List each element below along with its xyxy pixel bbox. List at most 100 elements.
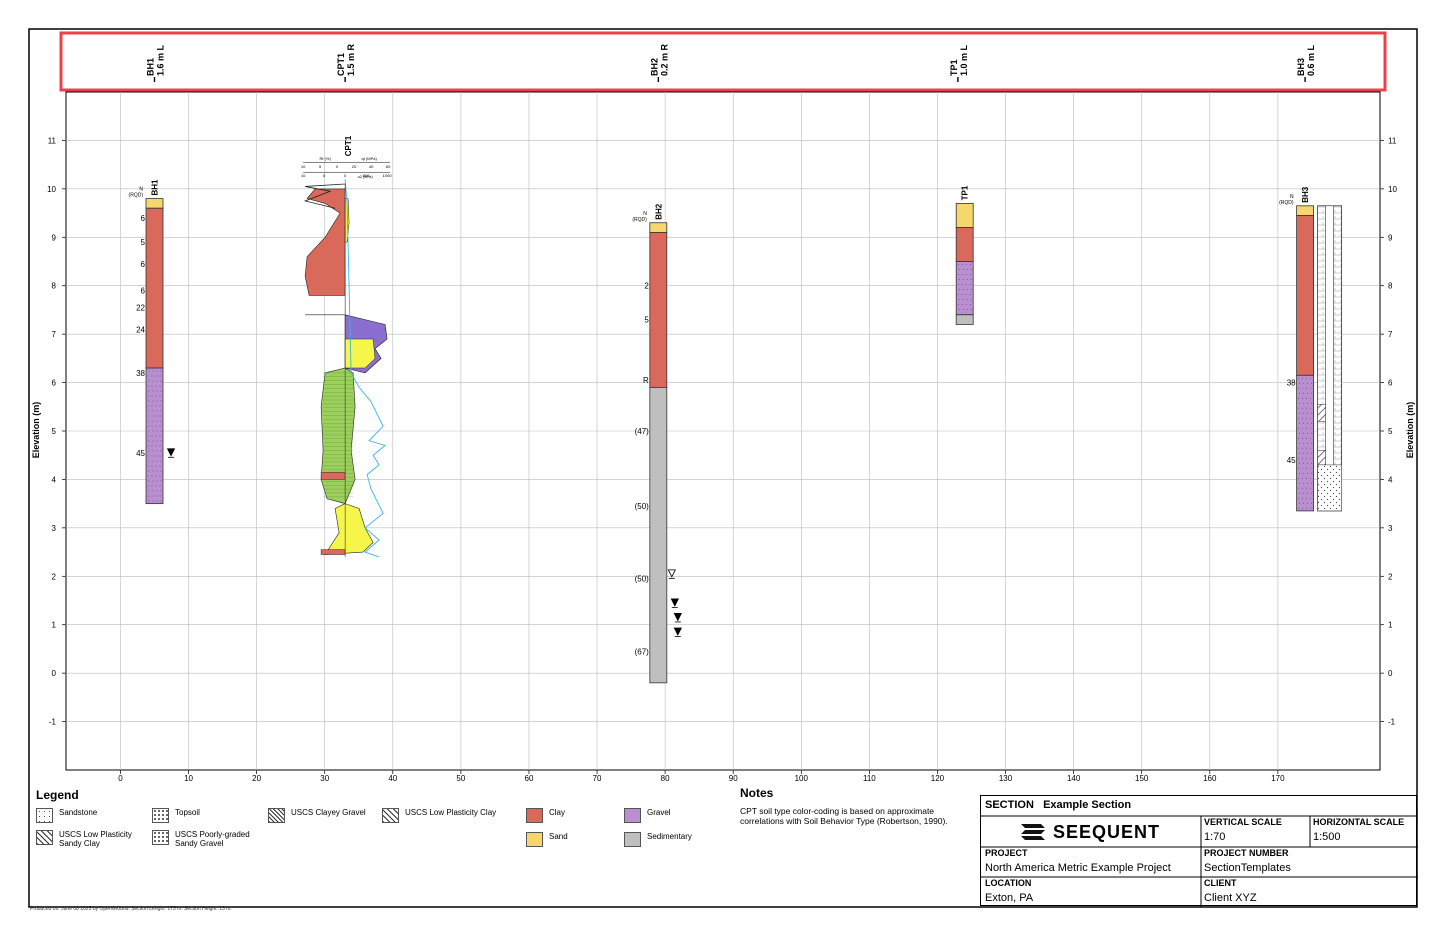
legend-item: Sedimentary — [624, 832, 744, 847]
gravel-dot — [962, 269, 964, 270]
client-label: CLIENT — [1204, 878, 1237, 888]
n-value: 22 — [136, 304, 145, 313]
gravel-dot — [148, 420, 150, 422]
gravel-dot — [1303, 442, 1305, 444]
gravel-dot — [159, 415, 161, 417]
gravel-dot — [961, 274, 963, 275]
n-value: (47) — [635, 427, 650, 436]
x-tick-label: 10 — [184, 774, 193, 783]
seequent-logo-icon — [1019, 820, 1047, 845]
legend-swatch-topsoil — [152, 830, 169, 845]
legend-swatch-dots — [36, 808, 53, 823]
legend-swatch-gravel — [624, 808, 641, 823]
gravel-dot — [147, 375, 149, 377]
cpt-clay-lens-2 — [320, 549, 346, 555]
gravel-dot — [147, 435, 149, 437]
y-tick-label-right: 9 — [1388, 233, 1393, 242]
y-tick-label-left: 2 — [52, 572, 57, 581]
x-tick-label: 100 — [795, 774, 809, 783]
legend-label: USCS Poorly-graded Sandy Gravel — [175, 830, 250, 848]
vertical-scale-label: VERTICAL SCALE — [1204, 817, 1282, 827]
gravel-dot — [1302, 437, 1304, 439]
gravel-dot — [148, 480, 150, 482]
x-tick-label: 40 — [388, 774, 397, 783]
gravel-dot — [1306, 387, 1308, 389]
gravel-dot — [1306, 437, 1308, 439]
legend-item: Clay — [526, 808, 646, 823]
gravel-dot — [1310, 487, 1312, 489]
gravel-dot — [1302, 447, 1304, 449]
gravel-dot — [148, 370, 150, 372]
borehole-bh2: BH2 N(RQD) 2 5 R (47) (50) (50) (67) — [632, 203, 682, 684]
gravel-dot — [962, 309, 964, 310]
gravel-dot — [958, 279, 960, 280]
gravel-dot — [1303, 462, 1305, 464]
gravel-dot — [1311, 442, 1313, 444]
rqd-label: (RQD) — [632, 217, 647, 223]
layer-clay — [145, 207, 164, 369]
gravel-dot — [152, 410, 154, 412]
gravel-dot — [1311, 402, 1313, 404]
y-tick-label-right: 3 — [1388, 524, 1393, 533]
gravel-dot — [965, 274, 967, 275]
y-tick-label-left: 9 — [52, 233, 57, 242]
x-tick-label: 70 — [593, 774, 602, 783]
gravel-dot — [1306, 407, 1308, 409]
gravel-dot — [961, 284, 963, 285]
cpt-header-qt: qt (MPa) — [361, 156, 377, 161]
gravel-dot — [1311, 482, 1313, 484]
legend-label: USCS Low Plasticity Clay — [405, 808, 497, 817]
gravel-dot — [1307, 392, 1309, 394]
gravel-dot — [159, 455, 161, 457]
y-tick-label-right: 5 — [1388, 427, 1393, 436]
water-level-measured-icon — [667, 569, 676, 578]
gravel-dot — [958, 289, 960, 290]
horizontal-scale-label: HORIZONTAL SCALE — [1313, 817, 1405, 827]
gravel-dot — [155, 495, 157, 497]
header-label-bh3: BH3 0.6 m L — [1296, 44, 1316, 76]
gravel-dot — [148, 460, 150, 462]
gravel-dot — [1299, 462, 1301, 464]
layer-sedimentary — [649, 387, 668, 684]
y-tick-label-left: 1 — [52, 621, 57, 630]
gravel-dot — [970, 289, 972, 290]
gravel-dot — [962, 279, 964, 280]
gravel-dot — [1307, 402, 1309, 404]
gravel-dot — [160, 480, 162, 482]
cpt-clay-zone — [304, 188, 346, 296]
layer-gravel — [1296, 374, 1315, 512]
header-label-name: BH2 — [649, 58, 659, 76]
gravel-dot — [970, 299, 972, 300]
gravel-dot — [969, 304, 971, 305]
gravel-dot — [966, 269, 968, 270]
n-value: 45 — [1287, 456, 1296, 465]
gravel-dot — [1298, 447, 1300, 449]
gravel-dot — [1299, 392, 1301, 394]
header-label-name: CPT1 — [336, 53, 346, 76]
y-tick-label-left: 5 — [52, 427, 57, 436]
n-value: 45 — [136, 449, 145, 458]
gravel-dot — [156, 490, 158, 492]
grid-lines — [66, 92, 1380, 770]
x-tick-label: 60 — [525, 774, 534, 783]
gravel-dot — [155, 405, 157, 407]
gravel-dot — [1302, 457, 1304, 459]
gravel-dot — [159, 385, 161, 387]
n-value: 6 — [141, 287, 146, 296]
gravel-dot — [1299, 402, 1301, 404]
legend-label: Sand — [549, 832, 568, 841]
gravel-dot — [160, 470, 162, 472]
y-tick-label-left: 4 — [52, 475, 57, 484]
gravel-dot — [151, 435, 153, 437]
layer-sand — [1296, 205, 1315, 216]
header-label-cpt1: CPT1 1.5 m R — [336, 43, 356, 76]
gravel-dot — [147, 455, 149, 457]
n-value: R — [643, 376, 649, 385]
borehole-name: TP1 — [961, 185, 970, 200]
gravel-dot — [155, 465, 157, 467]
project-label: PROJECT — [985, 848, 1028, 858]
gravel-dot — [155, 485, 157, 487]
gravel-dot — [1307, 432, 1309, 434]
section-label: SECTION — [985, 799, 1034, 811]
